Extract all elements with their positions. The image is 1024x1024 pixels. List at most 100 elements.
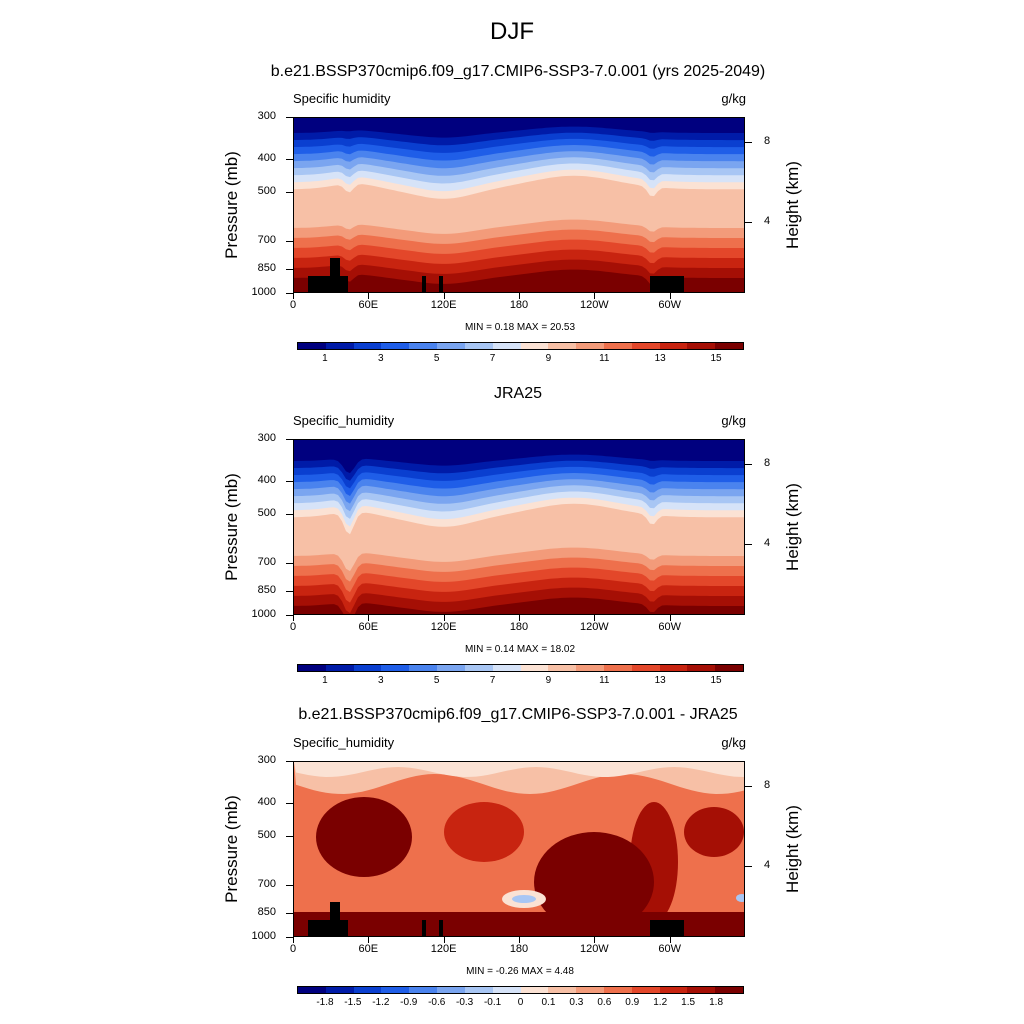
y-tick-mark — [286, 159, 293, 161]
topography-mask — [422, 276, 426, 292]
colorbar-swatch — [437, 987, 465, 993]
height-tick-mark — [745, 464, 752, 466]
colorbar-label: 9 — [545, 675, 552, 686]
y-tick-label: 300 — [257, 110, 276, 122]
difference-contour — [294, 762, 744, 777]
colorbar-label: -0.9 — [400, 997, 418, 1008]
figure-title: DJF — [490, 18, 534, 45]
x-tick-label: 60W — [658, 621, 681, 633]
x-tick-mark — [519, 293, 520, 299]
colorbar-swatch — [715, 987, 743, 993]
colorbar-swatch — [659, 343, 688, 349]
colorbar-swatch — [409, 343, 438, 349]
difference-contour — [512, 895, 536, 903]
y-tick-mark — [286, 591, 293, 593]
y-tick-mark — [286, 913, 293, 915]
height-tick-label: 8 — [764, 457, 771, 470]
colorbar-swatch — [687, 665, 716, 671]
colorbar-swatch — [409, 665, 438, 671]
colorbar-label: -0.1 — [483, 997, 502, 1008]
colorbar-label: 0.9 — [625, 997, 640, 1008]
x-tick-label: 180 — [509, 943, 529, 955]
colorbar-label: 1 — [322, 675, 328, 686]
y-tick-label: 400 — [257, 474, 276, 487]
colorbar-label: 1.8 — [709, 997, 724, 1008]
x-tick-label: 120E — [430, 943, 457, 955]
units-label: g/kg — [721, 91, 746, 106]
colorbar-label: -1.5 — [344, 997, 362, 1008]
colorbar-label: 13 — [654, 675, 666, 686]
colorbar-label: 3 — [378, 675, 384, 686]
humidity-contour-band — [294, 269, 744, 292]
height-tick-mark — [745, 142, 752, 144]
colorbar-swatch — [298, 343, 326, 349]
x-tick-label: 120E — [430, 621, 457, 633]
colorbar-swatch — [603, 343, 632, 349]
y-tick-label: 850 — [257, 262, 276, 275]
height-tick-label: 8 — [764, 779, 771, 792]
colorbar-label: 9 — [545, 353, 552, 364]
colorbar-swatch — [603, 987, 632, 993]
colorbar-swatch — [381, 987, 410, 993]
y-tick-label: 700 — [257, 877, 276, 890]
height-tick-mark — [745, 222, 752, 224]
colorbar-swatch — [409, 987, 438, 993]
topography-mask — [439, 920, 443, 936]
colorbar-swatch — [437, 343, 465, 349]
x-tick-label: 0 — [289, 299, 297, 311]
topography-mask — [308, 920, 348, 936]
colorbar-label: 0.1 — [541, 997, 556, 1008]
y-tick-label: 850 — [257, 906, 276, 919]
colorbar-swatch — [715, 343, 743, 349]
x-tick-label: 120W — [579, 621, 609, 633]
x-tick-label: 60W — [658, 299, 681, 311]
colorbar-swatch — [520, 665, 549, 671]
x-tick-mark — [443, 615, 445, 621]
height-tick-mark — [745, 866, 752, 868]
height-tick-mark — [745, 786, 752, 788]
y-tick-mark — [286, 240, 293, 242]
y-tick-mark — [286, 269, 293, 271]
colorbar-swatch — [576, 665, 604, 671]
y-tick-mark — [286, 191, 293, 193]
colorbar-label: -0.3 — [456, 997, 474, 1008]
height-tick-mark — [745, 544, 752, 546]
height-tick-label: 4 — [764, 537, 771, 550]
variable-label: Specific_humidity — [293, 413, 395, 428]
x-tick-label: 60W — [658, 943, 681, 955]
x-tick-mark — [594, 293, 596, 299]
x-tick-label: 60E — [358, 621, 379, 633]
contour-plot — [293, 761, 745, 937]
colorbar — [297, 342, 744, 350]
colorbar-label: 1.2 — [653, 997, 668, 1008]
colorbar-swatch — [325, 665, 354, 671]
x-tick-mark — [368, 293, 370, 299]
colorbar-label: -1.8 — [316, 997, 334, 1008]
colorbar-swatch — [520, 343, 549, 349]
colorbar-swatch — [576, 343, 604, 349]
colorbar-swatch — [548, 665, 577, 671]
height-tick-label: 8 — [764, 135, 771, 148]
y-tick-mark — [286, 803, 293, 805]
colorbar-swatch — [520, 987, 549, 993]
y-tick-label: 1000 — [251, 608, 276, 620]
colorbar-swatch — [437, 665, 465, 671]
colorbar — [297, 986, 744, 994]
colorbar-swatch — [659, 987, 688, 993]
y-tick-mark — [286, 439, 293, 440]
y-tick-label: 300 — [257, 754, 276, 766]
colorbar-label: 0.6 — [597, 997, 612, 1008]
height-tick-label: 4 — [764, 215, 771, 228]
difference-contour — [444, 802, 524, 862]
x-tick-mark — [669, 937, 671, 943]
panel-title: b.e21.BSSP370cmip6.f09_g17.CMIP6-SSP3-7.… — [270, 63, 766, 80]
y-tick-label: 500 — [257, 828, 276, 841]
colorbar-swatch — [576, 987, 604, 993]
colorbar-label: 11 — [599, 353, 610, 364]
units-label: g/kg — [721, 735, 746, 750]
y-tick-label: 1000 — [251, 286, 276, 298]
colorbar-swatch — [492, 343, 521, 349]
x-tick-label: 120E — [430, 299, 457, 311]
colorbar-label: 7 — [489, 675, 496, 686]
colorbar-swatch — [603, 665, 632, 671]
